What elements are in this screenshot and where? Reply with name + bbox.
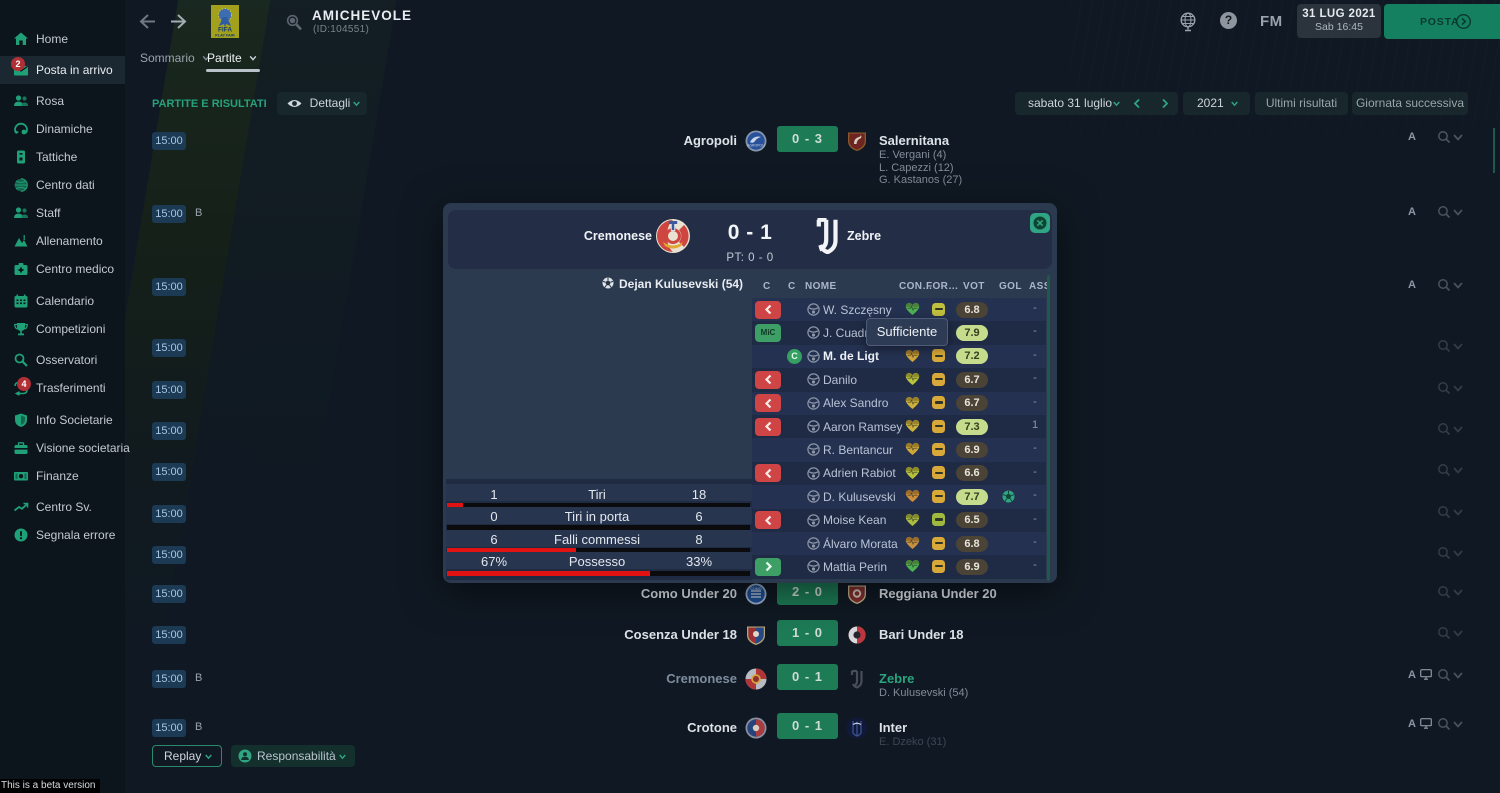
svg-text:PLAY FAIR: PLAY FAIR <box>215 34 235 38</box>
svg-text:AGROPOLI: AGROPOLI <box>747 144 765 148</box>
svg-text:FIFA: FIFA <box>218 27 232 34</box>
svg-text:COMO: COMO <box>750 587 761 591</box>
